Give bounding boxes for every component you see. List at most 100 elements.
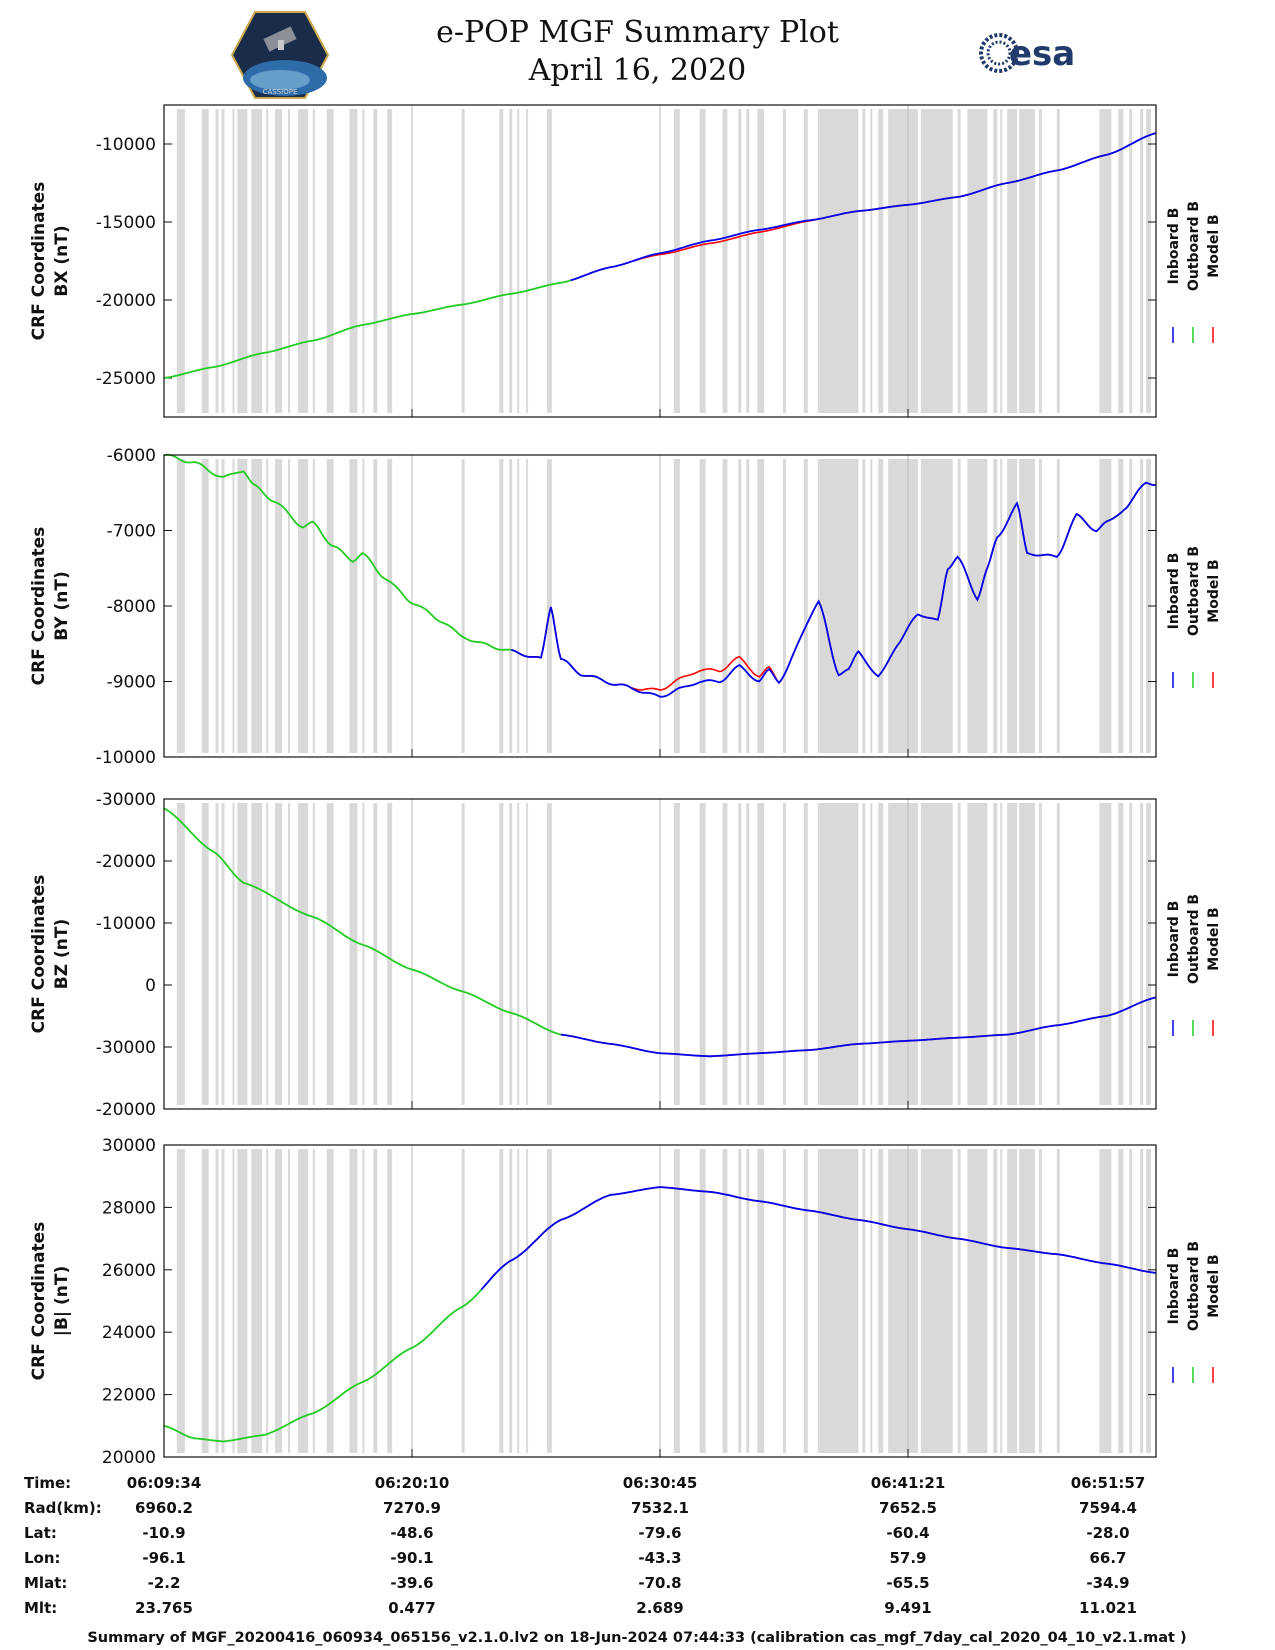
gray-band xyxy=(1019,459,1035,753)
gray-band xyxy=(722,803,728,1105)
ytick-label: -20000 xyxy=(96,852,156,872)
gray-band xyxy=(1000,459,1003,753)
gray-band xyxy=(176,803,185,1105)
gray-band xyxy=(757,109,765,413)
gray-band xyxy=(517,109,520,413)
gray-band xyxy=(499,1149,504,1453)
gray-band xyxy=(1140,459,1144,753)
outboard-b-series xyxy=(163,1288,483,1443)
gray-band xyxy=(1129,1149,1133,1453)
ytick-label: 28000 xyxy=(102,1198,156,1218)
gray-band xyxy=(746,459,750,753)
gray-band xyxy=(237,1149,248,1453)
ytick-label: -10000 xyxy=(96,914,156,934)
gray-band xyxy=(215,109,219,413)
gray-band xyxy=(870,1149,873,1453)
gray-band xyxy=(722,1149,728,1453)
gray-band xyxy=(312,1149,315,1453)
info-row-value: -34.9 xyxy=(1086,1574,1129,1592)
ytick-label: -10000 xyxy=(96,135,156,155)
gray-band xyxy=(1140,109,1144,413)
gray-band xyxy=(288,803,290,1105)
gray-band xyxy=(803,459,808,753)
info-row-label: Mlat: xyxy=(24,1574,67,1592)
gray-band xyxy=(738,803,742,1105)
gray-band xyxy=(993,459,998,753)
ylabel-line-2: |B| (nT) xyxy=(52,1266,72,1337)
gray-band xyxy=(326,109,334,413)
info-row-value: 57.9 xyxy=(889,1549,926,1567)
cassiope-satellite-logo-icon: CASSIOPE xyxy=(230,11,330,99)
info-row-value: -60.4 xyxy=(886,1524,929,1542)
gray-band xyxy=(783,109,786,413)
gray-band xyxy=(362,803,365,1105)
gray-band xyxy=(176,459,185,753)
info-row-value: 7594.4 xyxy=(1079,1499,1137,1517)
gray-band xyxy=(699,1149,706,1453)
plot-frame xyxy=(163,104,1157,418)
gray-band xyxy=(746,109,750,413)
gray-band xyxy=(275,1149,283,1453)
gray-band xyxy=(878,1149,884,1453)
panel-by: -10000 -9000 -8000 -7000 -6000 CRF Coordinate… xyxy=(29,446,1222,768)
ytick-label: 22000 xyxy=(102,1386,156,1406)
gray-band xyxy=(373,459,378,753)
gray-band xyxy=(1140,1149,1144,1453)
gray-band xyxy=(237,459,248,753)
gray-band xyxy=(517,1149,520,1453)
inboard-b-series xyxy=(570,132,1157,282)
gray-band xyxy=(349,1149,358,1453)
gray-band xyxy=(878,803,884,1105)
gray-band xyxy=(509,109,513,413)
gray-band xyxy=(738,1149,742,1453)
gray-band xyxy=(888,459,918,753)
gray-band xyxy=(251,803,263,1105)
gray-band xyxy=(920,109,953,413)
info-row-value: 7652.5 xyxy=(879,1499,937,1517)
gray-band xyxy=(546,109,552,413)
gray-band xyxy=(509,1149,513,1453)
gray-band xyxy=(888,803,918,1105)
gray-band xyxy=(266,1149,269,1453)
gray-band xyxy=(722,459,728,753)
gray-band xyxy=(499,109,504,413)
gray-band xyxy=(1019,109,1035,413)
gray-band xyxy=(297,459,308,753)
gray-band xyxy=(1019,1149,1035,1453)
ytick-label: 0 xyxy=(145,976,156,996)
legend-label: Model B xyxy=(1206,1254,1222,1317)
gray-band xyxy=(176,1149,185,1453)
gray-band xyxy=(387,1149,393,1453)
ytick-label: -8000 xyxy=(107,597,156,617)
gray-band xyxy=(215,459,219,753)
gray-band xyxy=(870,803,873,1105)
gray-band xyxy=(1146,109,1152,413)
gray-band xyxy=(297,1149,308,1453)
gray-band xyxy=(722,109,728,413)
ytick-label: -15000 xyxy=(96,213,156,233)
panel-bz: -30000 -20000 -10000 0 -30000 -20000 CRF Coord… xyxy=(29,790,1222,1120)
plot-frame xyxy=(163,798,1157,1110)
info-row-value: -43.3 xyxy=(638,1549,681,1567)
info-row-value: -39.6 xyxy=(390,1574,433,1592)
inboard-b-series xyxy=(480,1186,1157,1291)
page-title: e-POP MGF Summary Plot April 16, 2020 xyxy=(0,14,1275,90)
gray-band xyxy=(349,803,358,1105)
gray-band xyxy=(1118,803,1124,1105)
ylabel-line-1: CRF Coordinates xyxy=(29,1222,49,1381)
gray-band xyxy=(362,109,365,413)
info-row-value: 06:09:34 xyxy=(127,1474,202,1492)
legend-label: Model B xyxy=(1206,214,1222,277)
gray-band xyxy=(349,459,358,753)
legend-label: Outboard B xyxy=(1186,546,1202,636)
ytick-label: -25000 xyxy=(96,369,156,389)
ylabel-line-2: BX (nT) xyxy=(52,225,72,296)
gray-band xyxy=(232,109,235,413)
gray-band xyxy=(967,459,988,753)
gray-band xyxy=(297,803,308,1105)
outboard-b-series xyxy=(163,453,512,651)
gray-band xyxy=(920,459,953,753)
gray-band xyxy=(237,803,248,1105)
info-row-value: -10.9 xyxy=(142,1524,185,1542)
info-row-value: -90.1 xyxy=(390,1549,433,1567)
